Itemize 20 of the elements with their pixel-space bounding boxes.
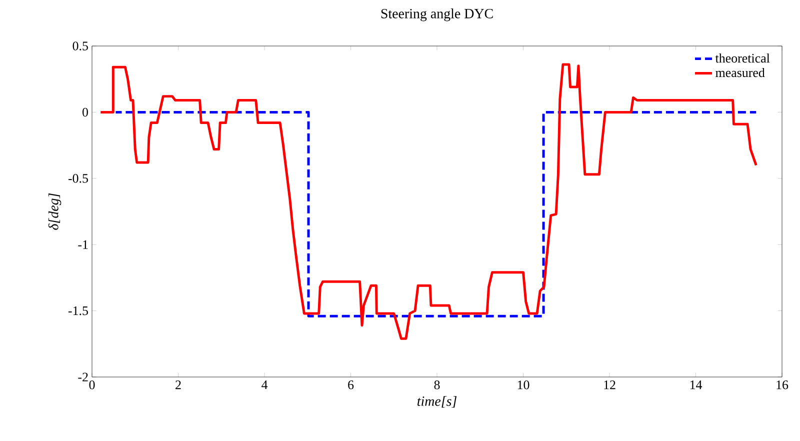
y-axis-title: δ[deg]: [48, 193, 62, 230]
x-tick-label: 10: [518, 380, 530, 390]
y-tick-label: 0: [82, 108, 88, 117]
x-tick-label: 2: [176, 380, 181, 390]
y-tick-label: -1.5: [68, 306, 88, 316]
x-tick-label: 0: [89, 380, 95, 390]
x-tick-label: 12: [604, 380, 616, 390]
legend-label: measured: [716, 68, 765, 78]
x-tick-label: 4: [262, 380, 268, 390]
y-tick-label: -2: [78, 372, 88, 382]
x-axis-title: time[s]: [417, 396, 457, 408]
y-tick-label: -0.5: [68, 174, 88, 183]
y-tick-label: -1: [78, 240, 88, 249]
x-tick-label: 14: [690, 380, 702, 390]
x-tick-label: 16: [776, 380, 788, 390]
chart-title: Steering angle DYC: [381, 8, 493, 22]
y-tick-label: 0.5: [72, 42, 88, 50]
x-tick-label: 6: [348, 380, 354, 390]
legend-label: theoretical: [715, 53, 770, 63]
x-tick-label: 8: [434, 380, 440, 390]
